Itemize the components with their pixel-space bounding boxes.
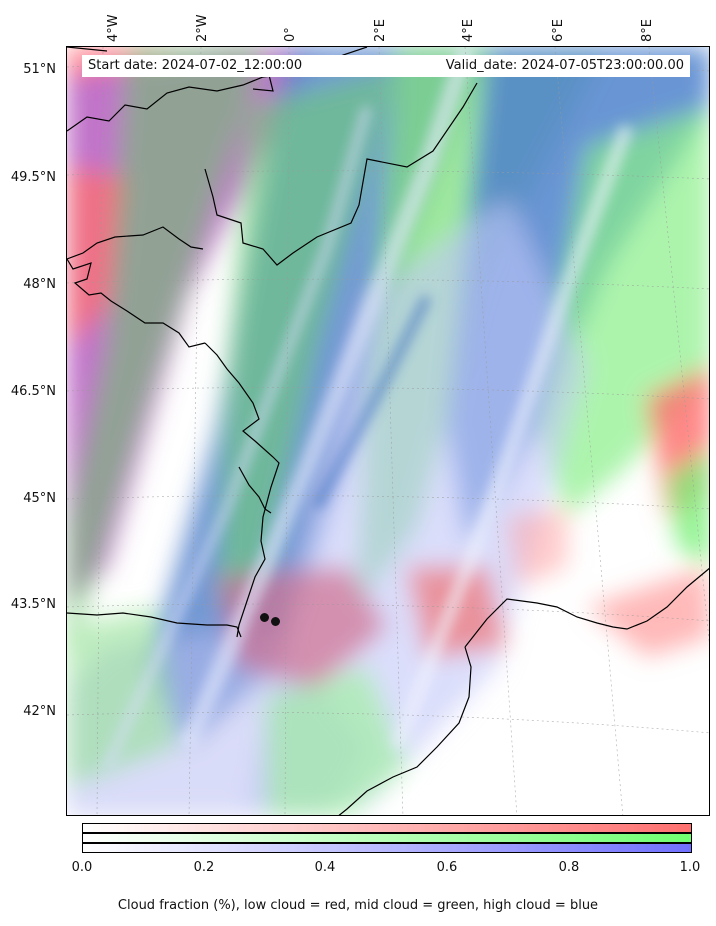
- info-box: Start date: 2024-07-02_12:00:00 Valid_da…: [82, 55, 690, 77]
- colorbar-high-cloud: [82, 843, 692, 853]
- colorbar-tick: 0.0: [71, 860, 93, 875]
- colorbar-low-cloud: [82, 823, 692, 833]
- graticule: [67, 47, 709, 815]
- lon-label: 4°E: [461, 19, 476, 42]
- site-marker-1: [260, 613, 269, 622]
- lat-label: 46.5°N: [10, 384, 56, 399]
- colorbar-tick: 1.0: [679, 860, 701, 875]
- lon-label: 6°E: [551, 19, 566, 42]
- lon-label: 2°E: [373, 19, 388, 42]
- colorbar-tick: 0.4: [314, 860, 336, 875]
- lon-label: 2°W: [195, 14, 210, 42]
- lat-label: 45°N: [23, 491, 56, 506]
- cloud-streaks: [102, 47, 634, 770]
- colorbar-tick: 0.8: [558, 860, 580, 875]
- site-marker-2: [271, 617, 280, 626]
- lat-label: 51°N: [23, 62, 56, 77]
- lat-label: 43.5°N: [10, 597, 56, 612]
- colorbar: [82, 823, 692, 853]
- cloud-fraction-map: [67, 47, 709, 815]
- colorbar-mid-cloud: [82, 833, 692, 843]
- colorbar-tick: 0.2: [193, 860, 215, 875]
- lon-label: 8°E: [640, 19, 655, 42]
- start-date: Start date: 2024-07-02_12:00:00: [88, 58, 303, 73]
- map-frame: [66, 46, 710, 816]
- lat-label: 48°N: [23, 277, 56, 292]
- lat-label: 49.5°N: [10, 170, 56, 185]
- lat-label: 42°N: [23, 704, 56, 719]
- lon-label: 0°: [283, 27, 298, 42]
- colorbar-tick: 0.6: [436, 860, 458, 875]
- cloud-layer: [67, 47, 709, 815]
- valid-date: Valid_date: 2024-07-05T23:00:00.00: [445, 58, 684, 73]
- lon-label: 4°W: [106, 14, 121, 42]
- colorbar-caption: Cloud fraction (%), low cloud = red, mid…: [117, 898, 599, 913]
